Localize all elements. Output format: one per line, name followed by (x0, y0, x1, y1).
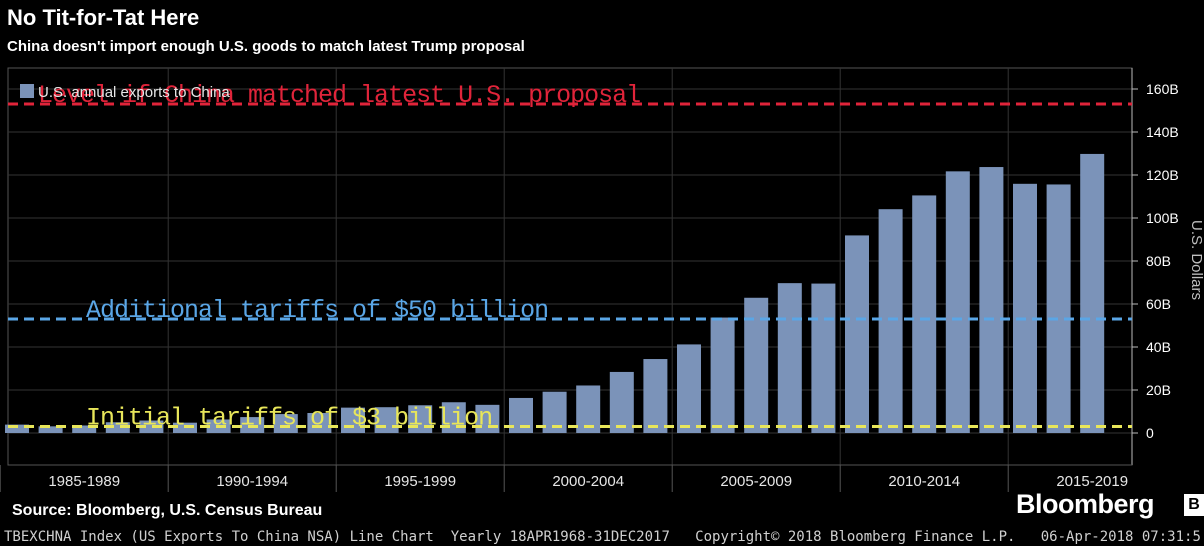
bloomberg-mark-icon: B (1184, 494, 1204, 516)
x-tick-label: 1995-1999 (384, 473, 456, 490)
legend-swatch (20, 84, 34, 98)
ticker-footer: TBEXCHNA Index (US Exports To China NSA)… (4, 529, 1201, 545)
legend-label: U.S. annual exports to China (38, 84, 230, 101)
chart-subtitle: China doesn't import enough U.S. goods t… (7, 38, 525, 55)
x-tick-label: 2005-2009 (720, 473, 792, 490)
bar (72, 425, 97, 433)
bar (979, 167, 1004, 434)
bar (1080, 153, 1105, 433)
bar (945, 171, 970, 433)
x-tick-label: 2000-2004 (552, 473, 624, 490)
bar (878, 209, 903, 433)
y-axis-title: U.S. Dollars (1188, 220, 1204, 300)
bar (475, 404, 500, 433)
reference-line-label: Additional tariffs of $50 billion (86, 296, 548, 325)
y-tick-label: 100B (1146, 210, 1179, 226)
bar (777, 283, 802, 433)
bar (811, 283, 836, 433)
bar (273, 414, 298, 433)
x-tick-label: 1985-1989 (48, 473, 120, 490)
y-tick-label: 60B (1146, 296, 1171, 312)
bar (912, 195, 937, 433)
y-tick-label: 160B (1146, 81, 1179, 97)
bar (643, 359, 668, 433)
bar (609, 371, 634, 433)
bar (139, 420, 164, 433)
bar (408, 405, 433, 433)
bar (374, 407, 399, 433)
bar (341, 407, 365, 433)
bar (710, 317, 735, 433)
y-tick-label: 120B (1146, 167, 1179, 183)
x-tick-label: 1990-1994 (216, 473, 288, 490)
reference-line-label: Level if China matched latest U.S. propo… (38, 81, 640, 110)
bar (38, 426, 63, 433)
x-tick-label: 2010-2014 (888, 473, 960, 490)
bar (677, 344, 701, 433)
bar (1013, 183, 1037, 433)
reference-line-label: Initial tariffs of $3 billion (86, 404, 492, 433)
y-tick-label: 20B (1146, 382, 1171, 398)
y-tick-label: 40B (1146, 339, 1171, 355)
source-note: Source: Bloomberg, U.S. Census Bureau (12, 502, 323, 519)
bar (1046, 184, 1071, 433)
x-tick-label: 2015-2019 (1056, 473, 1128, 490)
bar (845, 235, 869, 433)
bloomberg-logo: Bloomberg (1016, 489, 1155, 519)
y-tick-label: 0 (1146, 425, 1154, 441)
y-tick-label: 80B (1146, 253, 1171, 269)
bar (240, 417, 265, 433)
bar (5, 424, 29, 433)
y-tick-label: 140B (1146, 124, 1179, 140)
bar (105, 422, 130, 433)
chart-title: No Tit-for-Tat Here (7, 5, 200, 30)
